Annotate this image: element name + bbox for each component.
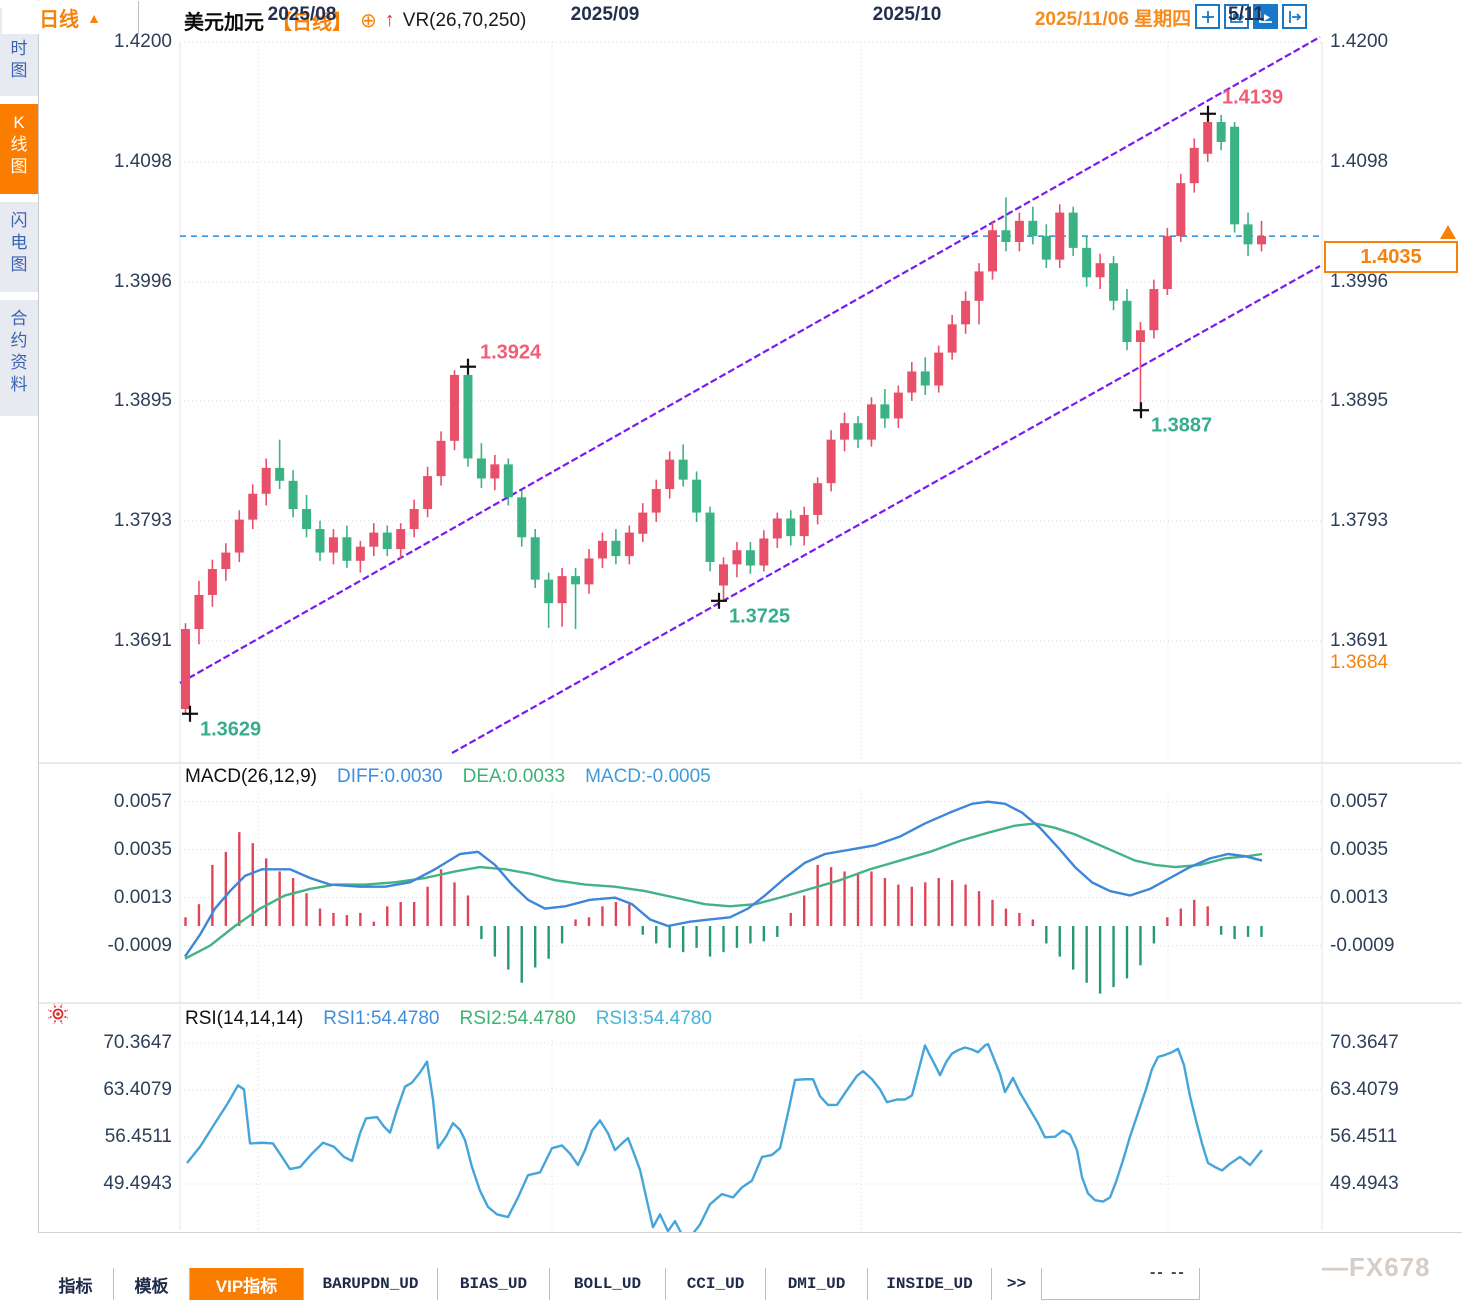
period-label: 日线 [39,9,80,31]
period-selector-button[interactable]: 日线 ▲ [2,1,139,34]
rsi-tick-left: 63.4079 [103,1078,172,1100]
grid-lines [38,41,1462,1230]
sidebar-item-candle-chart[interactable]: K线图 [0,104,38,194]
macd-dea-value: DEA:0.0033 [462,766,566,787]
tab-indicators[interactable]: 指标 [38,1268,114,1300]
watermark: —FX678 [1322,1252,1431,1282]
price-tick-left: 1.3996 [113,270,172,292]
sidebar-item-label: 闪电图 [10,211,28,274]
macd-tick-left: -0.0009 [107,934,172,956]
rsi-title: RSI(14,14,14) [185,1008,304,1029]
rsi-tick-left: 70.3647 [103,1031,172,1053]
trend-up-arrow-icon: ↑ [384,9,395,31]
macd-macd-value: MACD:-0.0005 [585,766,711,787]
sidebar-item-contract-info[interactable]: 合约资料 [0,300,38,416]
rsi-tick-right: 63.4079 [1330,1078,1399,1100]
macd-tick-left: 0.0057 [113,790,172,812]
rsi-tick-right: 49.4943 [1330,1173,1399,1194]
axis-date-label: 5/11 [1228,4,1264,25]
tab-dmi-ud[interactable]: DMI_UD [766,1268,868,1300]
price-tick-open: 1.3684 [1330,652,1389,673]
macd-tick-left: 0.0013 [113,886,172,908]
tab-more-tabs[interactable]: >> [992,1268,1042,1300]
macd-header: MACD(26,12,9) DIFF:0.0030 DEA:0.0033 MAC… [185,766,711,788]
auto-scale-icon[interactable] [1253,4,1278,29]
vr-indicator-label: VR(26,70,250) [402,9,527,31]
tab-bias-ud[interactable]: BIAS_UD [438,1268,550,1300]
add-indicator-icon[interactable]: ⊕ [360,10,377,32]
axis-scale-icon[interactable] [1224,4,1249,29]
price-annotation: 1.3629 [200,718,262,741]
indicator-settings-icon[interactable] [47,1003,69,1025]
crosshair-tool-icon[interactable] [1195,4,1220,29]
rsi-tick-right: 70.3647 [1330,1031,1399,1053]
macd-diff-value: DIFF:0.0030 [337,766,443,787]
price-tick-right: 1.4200 [1330,31,1389,52]
axis-date-label: 2025/10 [872,4,942,25]
macd-series [184,800,1263,994]
rsi3-value: RSI3:54.4780 [595,1008,712,1029]
symbol-name: 美元加元 [184,12,264,34]
tab-vip-indicators[interactable]: VIP指标 [190,1268,304,1300]
candlestick-series [181,113,1266,714]
price-tick-right: 1.3996 [1330,270,1389,292]
macd-tick-right: 0.0035 [1330,838,1389,860]
ellipsis-marks: -- -- [1150,1264,1186,1281]
chart-title-bar: 美元加元 【日线】 ⊕ ↑ VR(26,70,250) [184,6,526,35]
tab-inside-ud[interactable]: INSIDE_UD [868,1268,992,1300]
rsi-header: RSI(14,14,14) RSI1:54.4780 RSI2:54.4780 … [185,1008,712,1030]
sidebar-item-label: K线图 [10,113,28,176]
macd-title: MACD(26,12,9) [185,766,317,787]
macd-tick-right: -0.0009 [1330,934,1395,956]
tab-templates[interactable]: 模板 [114,1268,190,1300]
price-annotation: 1.4139 [1222,86,1284,109]
price-tick-right: 1.3691 [1330,629,1389,651]
channel-trendlines[interactable] [179,36,1321,754]
period-arrow-icon: ▲ [87,9,101,26]
sidebar-item-lightning-chart[interactable]: 闪电图 [0,202,38,292]
price-annotation: 1.3887 [1151,414,1213,437]
sidebar-item-label: 合约资料 [10,309,28,394]
tab-cci-ud[interactable]: CCI_UD [666,1268,766,1300]
sidebar: 分时图K线图闪电图合约资料 [0,0,39,1232]
rsi2-value: RSI2:54.4780 [459,1008,576,1029]
macd-tick-right: 0.0013 [1330,886,1389,908]
axis-date-label: 2025/11/06 星期四 [1034,9,1192,30]
tab-boll-ud[interactable]: BOLL_UD [550,1268,666,1300]
axis-date-label: 2025/08 [267,4,337,25]
price-tick-left: 1.3895 [113,389,172,411]
price-annotation: 1.3725 [729,605,791,628]
rsi-series [186,1042,1263,1239]
indicator-tabbar: 指标 模板 VIP指标 BARUPDN_UD BIAS_UD BOLL_UD CCI_UD D… [38,1268,1462,1300]
current-price-box: 1.4035 [1324,241,1458,273]
price-marker-arrow-icon [1440,225,1456,239]
date-axis-strip [38,1232,1462,1270]
price-tick-left: 1.4200 [113,31,172,52]
rsi1-value: RSI1:54.4780 [323,1008,440,1029]
annotation-markers [182,105,1216,722]
rsi-tick-left: 56.4511 [104,1125,172,1147]
price-tick-right: 1.3793 [1330,509,1389,531]
price-tick-right: 1.3895 [1330,389,1389,411]
axis-date-label: 2025/09 [570,4,640,25]
tab-barupdn-ud[interactable]: BARUPDN_UD [304,1268,438,1300]
macd-tick-left: 0.0035 [113,838,172,860]
price-tick-left: 1.3793 [113,509,172,531]
price-annotation: 1.3924 [480,341,542,364]
chart-toolbar [1195,4,1307,29]
pan-right-icon[interactable] [1282,4,1307,29]
rsi-tick-right: 56.4511 [1330,1125,1398,1147]
rsi-tick-left: 49.4943 [103,1173,172,1194]
macd-tick-right: 0.0057 [1330,790,1389,812]
price-tick-right: 1.4098 [1330,150,1389,172]
price-tick-left: 1.3691 [113,629,172,651]
price-tick-left: 1.4098 [113,150,172,172]
period-tag[interactable]: 【日线】 [272,12,352,34]
